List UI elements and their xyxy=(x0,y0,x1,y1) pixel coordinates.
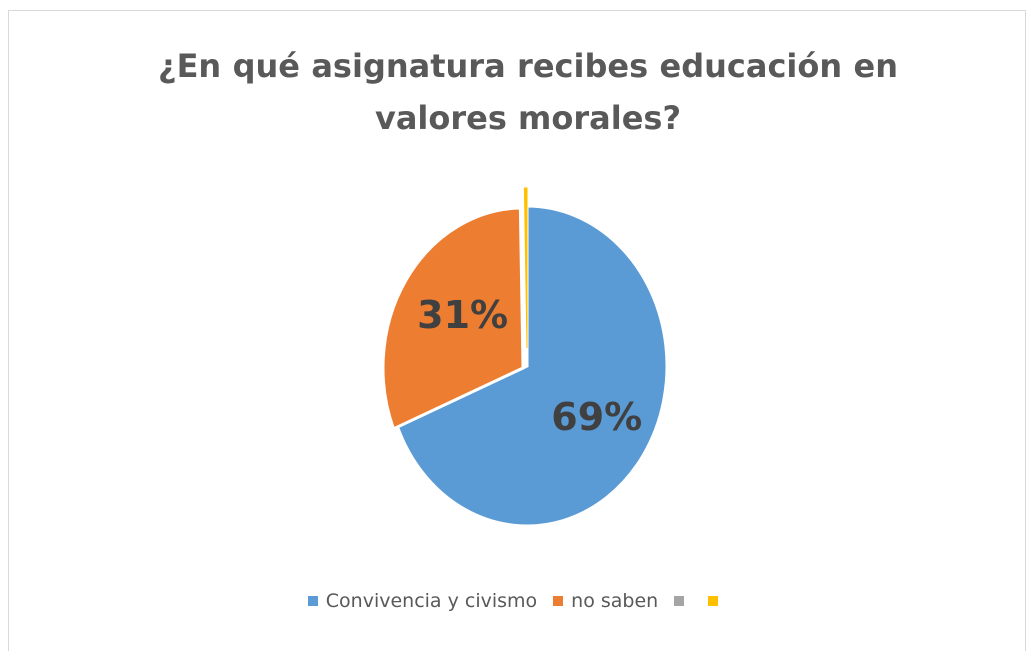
slice-label-convivencia: 69% xyxy=(551,395,642,439)
chart-title: ¿En qué asignatura recibes educación en … xyxy=(158,47,898,137)
legend-swatch xyxy=(307,596,318,606)
legend-swatch xyxy=(708,596,719,606)
legend-swatch xyxy=(553,596,564,606)
legend-label: no saben xyxy=(571,590,659,612)
legend-label: Convivencia y civismo xyxy=(325,590,538,612)
slice-no-saben xyxy=(381,206,525,431)
legend-item-yellow xyxy=(708,596,726,606)
legend-swatch xyxy=(674,596,685,606)
slice-label-no-saben: 31% xyxy=(417,293,508,337)
slice-convivencia xyxy=(395,204,669,528)
legend: Convivencia y civismo no saben xyxy=(0,590,1034,612)
legend-item-convivencia: Convivencia y civismo xyxy=(307,590,538,612)
legend-item-no-saben: no saben xyxy=(553,590,658,612)
slice-yellow xyxy=(523,187,528,349)
legend-item-gray xyxy=(674,596,692,606)
